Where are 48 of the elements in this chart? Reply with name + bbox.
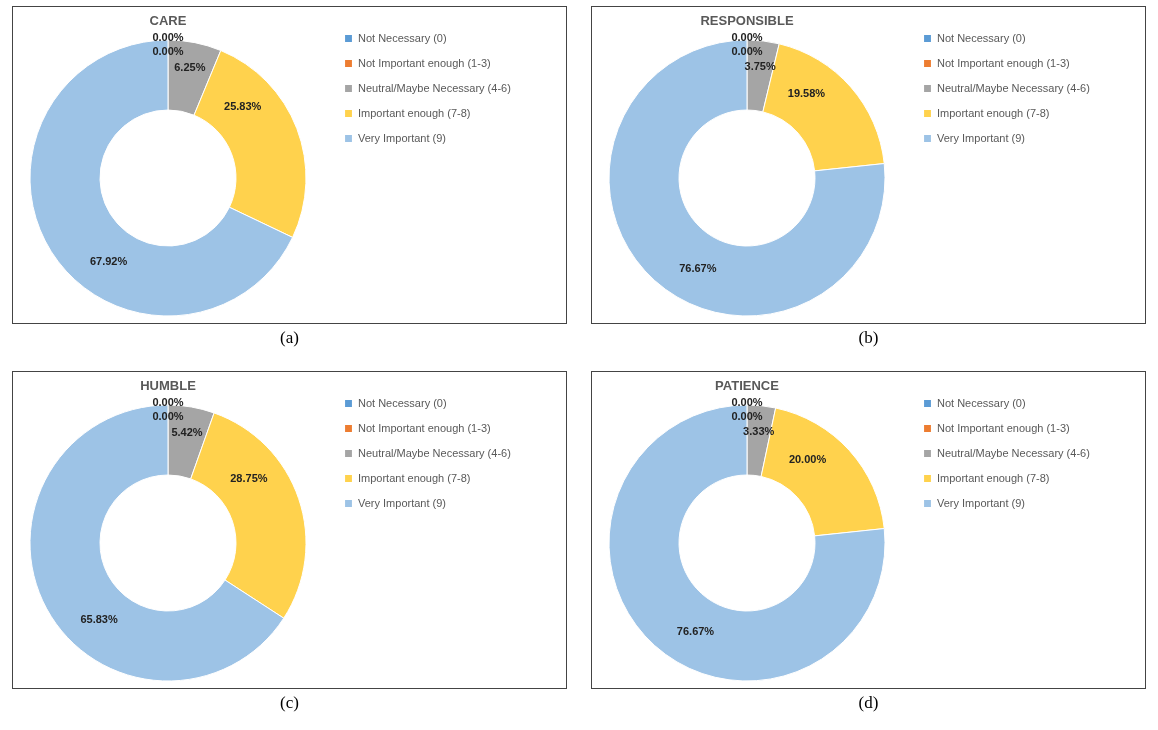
legend-label: Important enough (7-8) [358,106,471,119]
legend-label: Neutral/Maybe Necessary (4-6) [937,81,1090,94]
legend-label: Not Important enough (1-3) [358,421,491,434]
legend-label: Important enough (7-8) [937,106,1050,119]
text: 0.00% [731,410,763,422]
data-label: 20.00% [788,452,827,465]
legend-label: Not Important enough (1-3) [937,56,1070,69]
text: 0.00% [731,396,763,408]
legend-label: Neutral/Maybe Necessary (4-6) [358,81,511,94]
data-label: 76.67% [679,261,717,274]
chart-title: PATIENCE [715,378,780,393]
data-label: 6.25% [174,61,206,74]
legend-label: Important enough (7-8) [937,471,1050,484]
text: 0.00% [731,45,763,57]
legend-label: Very Important (9) [358,496,447,509]
legend-label: Neutral/Maybe Necessary (4-6) [358,446,511,459]
text: (c) [280,693,299,713]
text: (b) [858,328,879,348]
text: 0.00% [152,396,184,408]
text: 0.00% [152,31,184,43]
data-label: 65.83% [80,612,118,625]
legend-label: Very Important (9) [937,496,1026,509]
donut-slice [608,39,886,317]
legend-label: Very Important (9) [358,131,447,144]
donut-slice [608,404,886,682]
text: (a) [280,328,299,348]
data-label: 25.83% [224,100,262,113]
legend-label: Not Necessary (0) [358,31,447,44]
chart-title: HUMBLE [140,378,197,393]
data-label: 5.42% [171,425,203,438]
text: (d) [858,693,879,713]
legend-label: Neutral/Maybe Necessary (4-6) [937,446,1090,459]
legend-label: Not Important enough (1-3) [358,56,491,69]
legend-label: Very Important (9) [937,131,1026,144]
chart-title: CARE [149,13,187,28]
legend-label: Not Necessary (0) [937,31,1026,44]
data-label: 67.92% [89,255,128,268]
legend-label: Not Necessary (0) [358,396,447,409]
legend-label: Not Important enough (1-3) [937,421,1070,434]
text: 0.00% [152,45,184,57]
legend-label: Important enough (7-8) [358,471,471,484]
text: 0.00% [152,410,184,422]
legend-label: Not Necessary (0) [937,396,1026,409]
data-label: 76.67% [676,625,715,638]
text: 0.00% [731,31,763,43]
chart-title: RESPONSIBLE [700,13,794,28]
data-label: 28.75% [230,472,268,485]
data-label: 19.58% [787,86,826,99]
